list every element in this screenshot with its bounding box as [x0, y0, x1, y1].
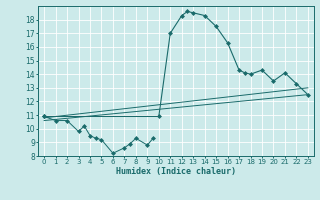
X-axis label: Humidex (Indice chaleur): Humidex (Indice chaleur): [116, 167, 236, 176]
